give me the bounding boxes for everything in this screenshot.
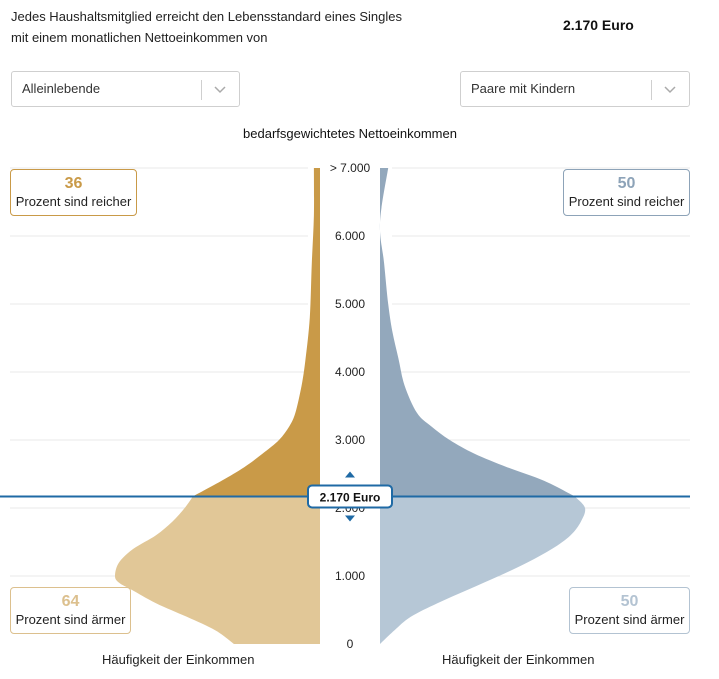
intro-line-1: Jedes Haushaltsmitglied erreicht den Leb…: [11, 9, 402, 24]
income-marker-label: 2.170 Euro: [320, 490, 381, 504]
intro-text: Jedes Haushaltsmitglied erreicht den Leb…: [11, 6, 402, 48]
select-right-separator: [651, 80, 652, 100]
right-richer-percent: 50: [617, 175, 636, 192]
y-tick-label: 0: [347, 637, 354, 651]
right-poorer-box: 50 Prozent sind ärmer: [569, 587, 690, 634]
chevron-down-icon: [664, 86, 676, 94]
y-tick-label: 5.000: [335, 297, 365, 311]
marker-up-arrow-icon: [345, 471, 355, 478]
right-poorer-percent: 50: [620, 593, 639, 610]
y-tick-label: 4.000: [335, 365, 365, 379]
household-type-select-left[interactable]: Alleinlebende: [11, 71, 240, 107]
chevron-down-icon: [214, 86, 226, 94]
y-tick-label: 1.000: [335, 569, 365, 583]
intro-line-2: mit einem monatlichen Nettoeinkommen von: [11, 30, 268, 45]
right-richer-label: Prozent sind reicher: [568, 194, 685, 209]
right-poorer-label: Prozent sind ärmer: [574, 612, 685, 627]
left-poorer-label: Prozent sind ärmer: [15, 612, 126, 627]
left-richer-box: 36 Prozent sind reicher: [10, 169, 137, 216]
violin-left-upper-area: [192, 168, 320, 497]
left-richer-label: Prozent sind reicher: [15, 194, 132, 209]
violin-right-lower-area: [380, 496, 586, 644]
left-richer-percent: 36: [64, 175, 83, 192]
household-type-select-right[interactable]: Paare mit Kindern: [460, 71, 690, 107]
left-poorer-percent: 64: [61, 593, 80, 610]
marker-down-arrow-icon: [345, 515, 355, 522]
select-left-separator: [201, 80, 202, 100]
left-poorer-box: 64 Prozent sind ärmer: [10, 587, 131, 634]
chart-title: bedarfsgewichtetes Nettoeinkommen: [243, 126, 457, 141]
select-left-value: Alleinlebende: [22, 81, 101, 96]
x-axis-label-left: Häufigkeit der Einkommen: [102, 652, 255, 667]
select-right-value: Paare mit Kindern: [471, 81, 576, 96]
right-richer-box: 50 Prozent sind reicher: [563, 169, 690, 216]
y-tick-label: > 7.000: [330, 161, 371, 175]
income-amount: 2.170 Euro: [563, 17, 634, 33]
y-tick-label: 3.000: [335, 433, 365, 447]
y-tick-label: 6.000: [335, 229, 365, 243]
violin-left-lower-area: [115, 496, 320, 644]
x-axis-label-right: Häufigkeit der Einkommen: [442, 652, 595, 667]
violin-right-upper-area: [379, 168, 575, 497]
income-marker-box: [307, 484, 393, 509]
